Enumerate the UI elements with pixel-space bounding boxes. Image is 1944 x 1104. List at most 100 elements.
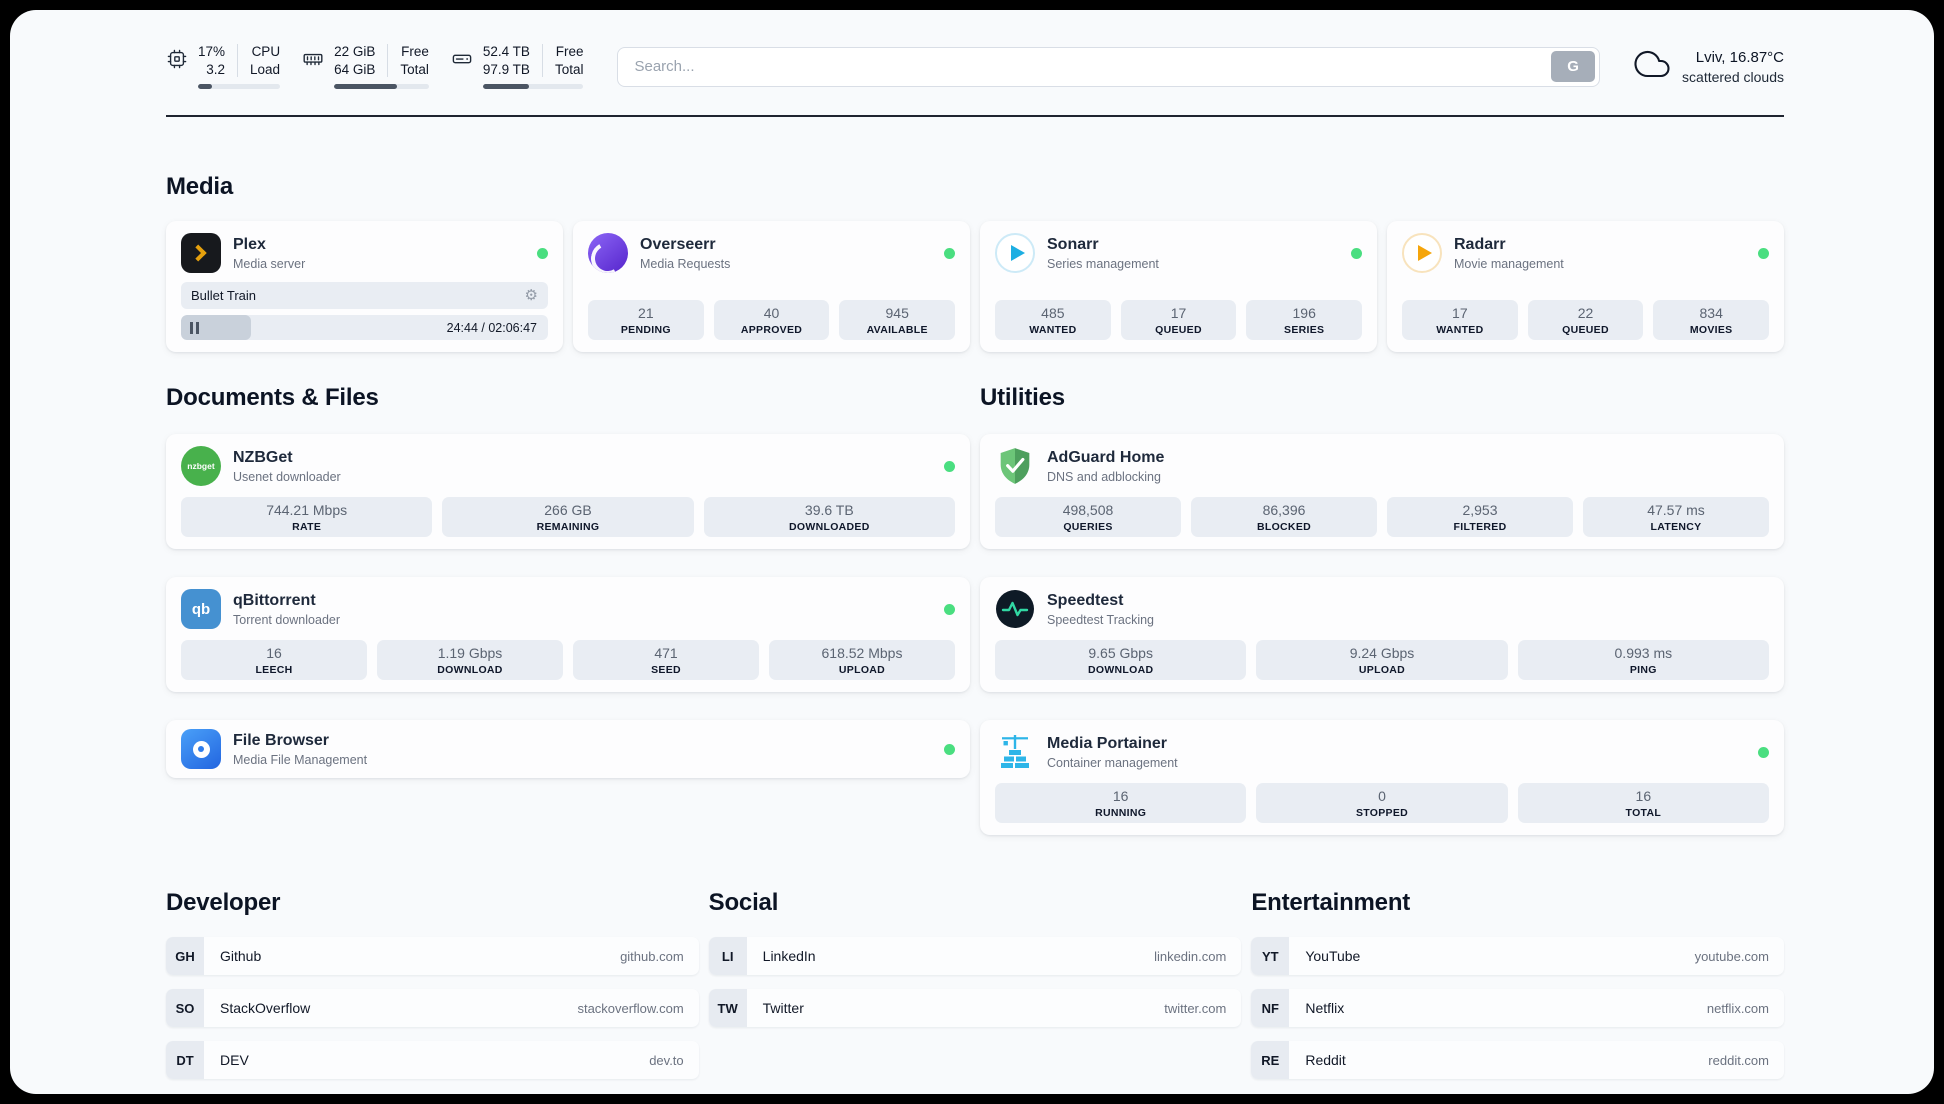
disk-icon — [451, 48, 473, 89]
speedtest-card[interactable]: Speedtest Speedtest Tracking 9.65 Gbps D… — [980, 577, 1784, 693]
ram-total-label: Total — [400, 61, 429, 77]
gear-icon[interactable]: ⚙ — [524, 287, 538, 305]
app-header: Media Portainer Container management — [995, 732, 1769, 772]
stat-value: 47.57 ms — [1647, 501, 1705, 518]
stat-label: BLOCKED — [1256, 520, 1311, 533]
bookmark-github[interactable]: GH Github github.com — [166, 937, 699, 976]
stat-value: 9.24 Gbps — [1349, 644, 1415, 661]
status-dot — [1758, 746, 1769, 758]
bookmark-name: Reddit — [1305, 1052, 1346, 1069]
ram-icon — [302, 48, 324, 89]
cpu-load-value: 3.2 — [206, 61, 226, 77]
now-playing: Bullet Train ⚙ 24:44 / 02:06:47 — [181, 282, 548, 341]
entertainment-column: Entertainment YT YouTube youtube.com NF … — [1251, 889, 1784, 1080]
app-subtitle: Movie management — [1454, 256, 1564, 271]
stat-box: 9.24 Gbps UPLOAD — [1256, 640, 1508, 681]
portainer-card[interactable]: Media Portainer Container management 16 … — [980, 720, 1784, 836]
adguard-card[interactable]: AdGuard Home DNS and adblocking 498,508 … — [980, 434, 1784, 550]
stat-value: 266 GB — [544, 501, 592, 518]
stat-value: 40 — [763, 304, 780, 321]
app-header: Overseerr Media Requests — [588, 233, 955, 274]
stat-value: 16 — [1112, 787, 1129, 804]
overseerr-card[interactable]: Overseerr Media Requests 21 PENDING 40 A… — [573, 221, 970, 353]
search-input[interactable] — [634, 58, 1552, 76]
plex-card[interactable]: Plex Media server Bullet Train ⚙ — [166, 221, 563, 353]
stat-label: RUNNING — [1095, 806, 1147, 819]
sonarr-card[interactable]: Sonarr Series management 485 WANTED 17 Q… — [980, 221, 1377, 353]
stat-label: DOWNLOAD — [1087, 663, 1154, 676]
bookmark-badge: DT — [166, 1041, 204, 1080]
app-name: Speedtest — [1047, 591, 1124, 609]
radarr-card[interactable]: Radarr Movie management 17 WANTED 22 QUE… — [1387, 221, 1784, 353]
qbittorrent-icon: qb — [181, 589, 221, 630]
section-title-media: Media — [166, 173, 234, 201]
stat-box: 86,396 BLOCKED — [1191, 497, 1377, 538]
bookmark-linkedin[interactable]: LI LinkedIn linkedin.com — [708, 937, 1242, 976]
bookmark-netflix[interactable]: NF Netflix netflix.com — [1251, 989, 1784, 1028]
stats-row: 744.21 Mbps RATE 266 GB REMAINING 39.6 T… — [181, 497, 955, 538]
bookmark-dev[interactable]: DT DEV dev.to — [166, 1041, 699, 1080]
stat-label: UPLOAD — [1358, 663, 1406, 676]
stat-value: 0 — [1378, 787, 1386, 804]
bookmark-badge: TW — [708, 989, 747, 1028]
stat-label: STOPPED — [1355, 806, 1409, 819]
stat-box: 618.52 Mbps UPLOAD — [769, 640, 955, 681]
overseerr-icon — [588, 233, 628, 274]
stat-value: 498,508 — [1062, 501, 1114, 518]
cpu-progress-fill — [198, 84, 212, 90]
stat-value: 17 — [1170, 304, 1187, 321]
stat-value: 945 — [885, 304, 909, 321]
app-header: Speedtest Speedtest Tracking — [995, 589, 1769, 629]
stat-label: UPLOAD — [838, 663, 886, 676]
stat-box: 945 AVAILABLE — [839, 300, 956, 341]
stats-row: 21 PENDING 40 APPROVED 945 AVAILABLE — [588, 300, 956, 341]
stat-label: QUEUED — [1562, 323, 1609, 336]
bookmark-name: LinkedIn — [762, 948, 816, 965]
stat-label: MOVIES — [1689, 323, 1733, 336]
app-name: Sonarr — [1047, 235, 1099, 253]
search-provider-button[interactable]: G — [1551, 51, 1596, 83]
status-dot — [944, 743, 955, 755]
nzbget-card[interactable]: nzbget NZBGet Usenet downloader 744.21 M… — [166, 434, 970, 550]
status-dot — [1351, 247, 1362, 259]
filebrowser-card[interactable]: File Browser Media File Management — [166, 720, 970, 779]
bookmark-badge: YT — [1251, 937, 1290, 976]
stat-label: AVAILABLE — [866, 323, 928, 336]
bookmark-reddit[interactable]: RE Reddit reddit.com — [1251, 1041, 1784, 1080]
stat-box: 16 RUNNING — [995, 783, 1247, 824]
nzbget-icon: nzbget — [181, 446, 221, 487]
app-name: AdGuard Home — [1047, 448, 1165, 466]
stat-value: 0.993 ms — [1614, 644, 1673, 661]
stat-box: 485 WANTED — [995, 300, 1111, 341]
bookmark-twitter[interactable]: TW Twitter twitter.com — [708, 989, 1242, 1028]
now-playing-progress-bar[interactable]: 24:44 / 02:06:47 — [181, 315, 548, 341]
stats-row: 16 LEECH 1.19 Gbps DOWNLOAD 471 SEED — [181, 640, 955, 681]
media-grid: Plex Media server Bullet Train ⚙ — [166, 221, 1784, 353]
stat-label: SEED — [651, 663, 681, 676]
stat-label: QUEUED — [1155, 323, 1202, 336]
bookmark-badge: SO — [166, 989, 204, 1028]
dashboard-page: 17% 3.2 CPU Load — [10, 10, 1934, 1094]
stat-box: 0.993 ms PING — [1517, 640, 1769, 681]
stat-label: SERIES — [1284, 323, 1325, 336]
stat-label: PING — [1629, 663, 1657, 676]
stat-box: 22 QUEUED — [1527, 300, 1644, 341]
disk-total-value: 97.9 TB — [482, 61, 530, 77]
app-name: File Browser — [233, 731, 330, 749]
stat-box: 0 STOPPED — [1256, 783, 1508, 824]
stat-value: 22 — [1577, 304, 1594, 321]
bookmarks-area: Developer GH Github github.com SO StackO… — [166, 889, 1784, 1080]
app-name: Media Portainer — [1047, 734, 1168, 752]
bookmark-youtube[interactable]: YT YouTube youtube.com — [1251, 937, 1784, 976]
app-name: Radarr — [1454, 235, 1506, 253]
app-subtitle: Media server — [233, 256, 306, 271]
bookmark-stackoverflow[interactable]: SO StackOverflow stackoverflow.com — [166, 989, 699, 1028]
qbittorrent-card[interactable]: qb qBittorrent Torrent downloader 16 LEE… — [166, 577, 970, 693]
bookmark-url: reddit.com — [1708, 1052, 1769, 1068]
app-name: Plex — [233, 235, 266, 253]
cpu-label: CPU — [251, 44, 281, 59]
stat-box: 266 GB REMAINING — [442, 497, 694, 538]
bookmark-badge: LI — [708, 937, 747, 976]
pause-icon[interactable] — [190, 321, 199, 334]
stat-value: 1.19 Gbps — [437, 644, 503, 661]
